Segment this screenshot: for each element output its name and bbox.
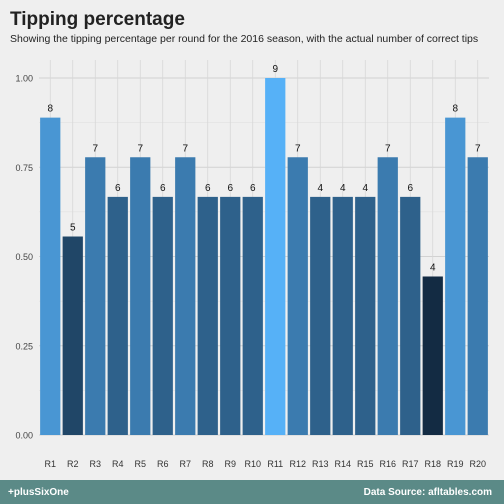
x-tick-label: R12 — [289, 459, 306, 469]
y-axis-ticks: 0.00 0.25 0.50 0.75 1.00 — [15, 74, 33, 441]
bar-value-label: 6 — [250, 183, 256, 194]
bar-r8 — [197, 196, 218, 435]
x-tick-label: R17 — [402, 459, 419, 469]
x-tick-label: R9 — [224, 459, 236, 469]
bar-value-label: 6 — [205, 183, 211, 194]
bar-r17 — [400, 196, 421, 435]
bar-r6 — [152, 196, 173, 435]
bar-value-label: 6 — [115, 183, 121, 194]
x-tick-label: R5 — [134, 459, 146, 469]
bar-r7 — [175, 157, 196, 435]
x-tick-label: R16 — [379, 459, 396, 469]
chart-subtitle: Showing the tipping percentage per round… — [10, 33, 479, 45]
x-tick-label: R20 — [469, 459, 486, 469]
bar-value-label: 6 — [407, 183, 413, 194]
bar-r15 — [355, 196, 376, 435]
chart-title: Tipping percentage — [10, 9, 185, 30]
bar-r3 — [85, 157, 106, 435]
bar-value-label: 7 — [137, 143, 143, 154]
bar-r11 — [265, 78, 286, 435]
bar-value-label: 6 — [227, 183, 233, 194]
bar-r16 — [377, 157, 398, 435]
bar-value-label: 4 — [362, 183, 368, 194]
bar-value-label: 8 — [452, 104, 458, 115]
x-tick-label: R13 — [312, 459, 329, 469]
bar-value-label: 7 — [475, 143, 481, 154]
bar-value-label: 4 — [317, 183, 323, 194]
bar-r20 — [467, 157, 488, 435]
bar-r5 — [130, 157, 151, 435]
x-tick-label: R11 — [267, 459, 283, 469]
bar-value-label: 5 — [70, 223, 76, 234]
x-tick-label: R7 — [179, 459, 191, 469]
bar-r14 — [332, 196, 353, 435]
bar-r19 — [445, 117, 466, 435]
footer-source: Data Source: afltables.com — [363, 487, 492, 498]
footer-bar: +plusSixOne Data Source: afltables.com — [0, 480, 504, 504]
x-axis-ticks: R1 R2 R3 R4 R5 R6 R7 R8 R9 R10 R11 R12 R13 R14 R15 R16 R… — [44, 459, 486, 469]
bar-value-label: 7 — [295, 143, 301, 154]
bar-r9 — [220, 196, 241, 435]
x-tick-label: R8 — [202, 459, 214, 469]
bar-value-label: 7 — [182, 143, 188, 154]
x-tick-label: R15 — [357, 459, 374, 469]
x-tick-label: R19 — [447, 459, 464, 469]
y-tick-label: 0.50 — [15, 252, 33, 262]
y-tick-label: 0.75 — [15, 163, 33, 173]
bars — [40, 78, 488, 435]
bar-value-label: 4 — [430, 262, 436, 273]
bar-r2 — [62, 236, 83, 435]
bar-value-label: 6 — [160, 183, 166, 194]
x-tick-label: R1 — [44, 459, 56, 469]
bar-value-label: 4 — [340, 183, 346, 194]
y-tick-label: 0.25 — [15, 341, 33, 351]
x-tick-label: R14 — [334, 459, 351, 469]
bar-labels: 8 5 7 6 7 6 7 6 6 6 9 7 4 4 4 7 6 4 8 7 — [47, 64, 481, 273]
bar-value-label: 9 — [272, 64, 278, 75]
x-tick-label: R2 — [67, 459, 79, 469]
x-tick-label: R18 — [424, 459, 441, 469]
y-tick-label: 1.00 — [15, 74, 33, 84]
bar-value-label: 8 — [47, 104, 53, 115]
bar-value-label: 7 — [92, 143, 98, 154]
x-tick-label: R4 — [112, 459, 124, 469]
grid-lines — [39, 60, 489, 436]
bar-value-label: 7 — [385, 143, 391, 154]
footer-brand: +plusSixOne — [8, 487, 69, 498]
bar-r1 — [40, 117, 61, 435]
bar-r4 — [107, 196, 128, 435]
bar-r12 — [287, 157, 308, 435]
x-tick-label: R6 — [157, 459, 169, 469]
bar-r18 — [422, 276, 443, 435]
bar-r10 — [242, 196, 263, 435]
bar-r13 — [310, 196, 331, 435]
y-tick-label: 0.00 — [15, 431, 33, 441]
x-tick-label: R3 — [89, 459, 101, 469]
x-tick-label: R10 — [244, 459, 261, 469]
